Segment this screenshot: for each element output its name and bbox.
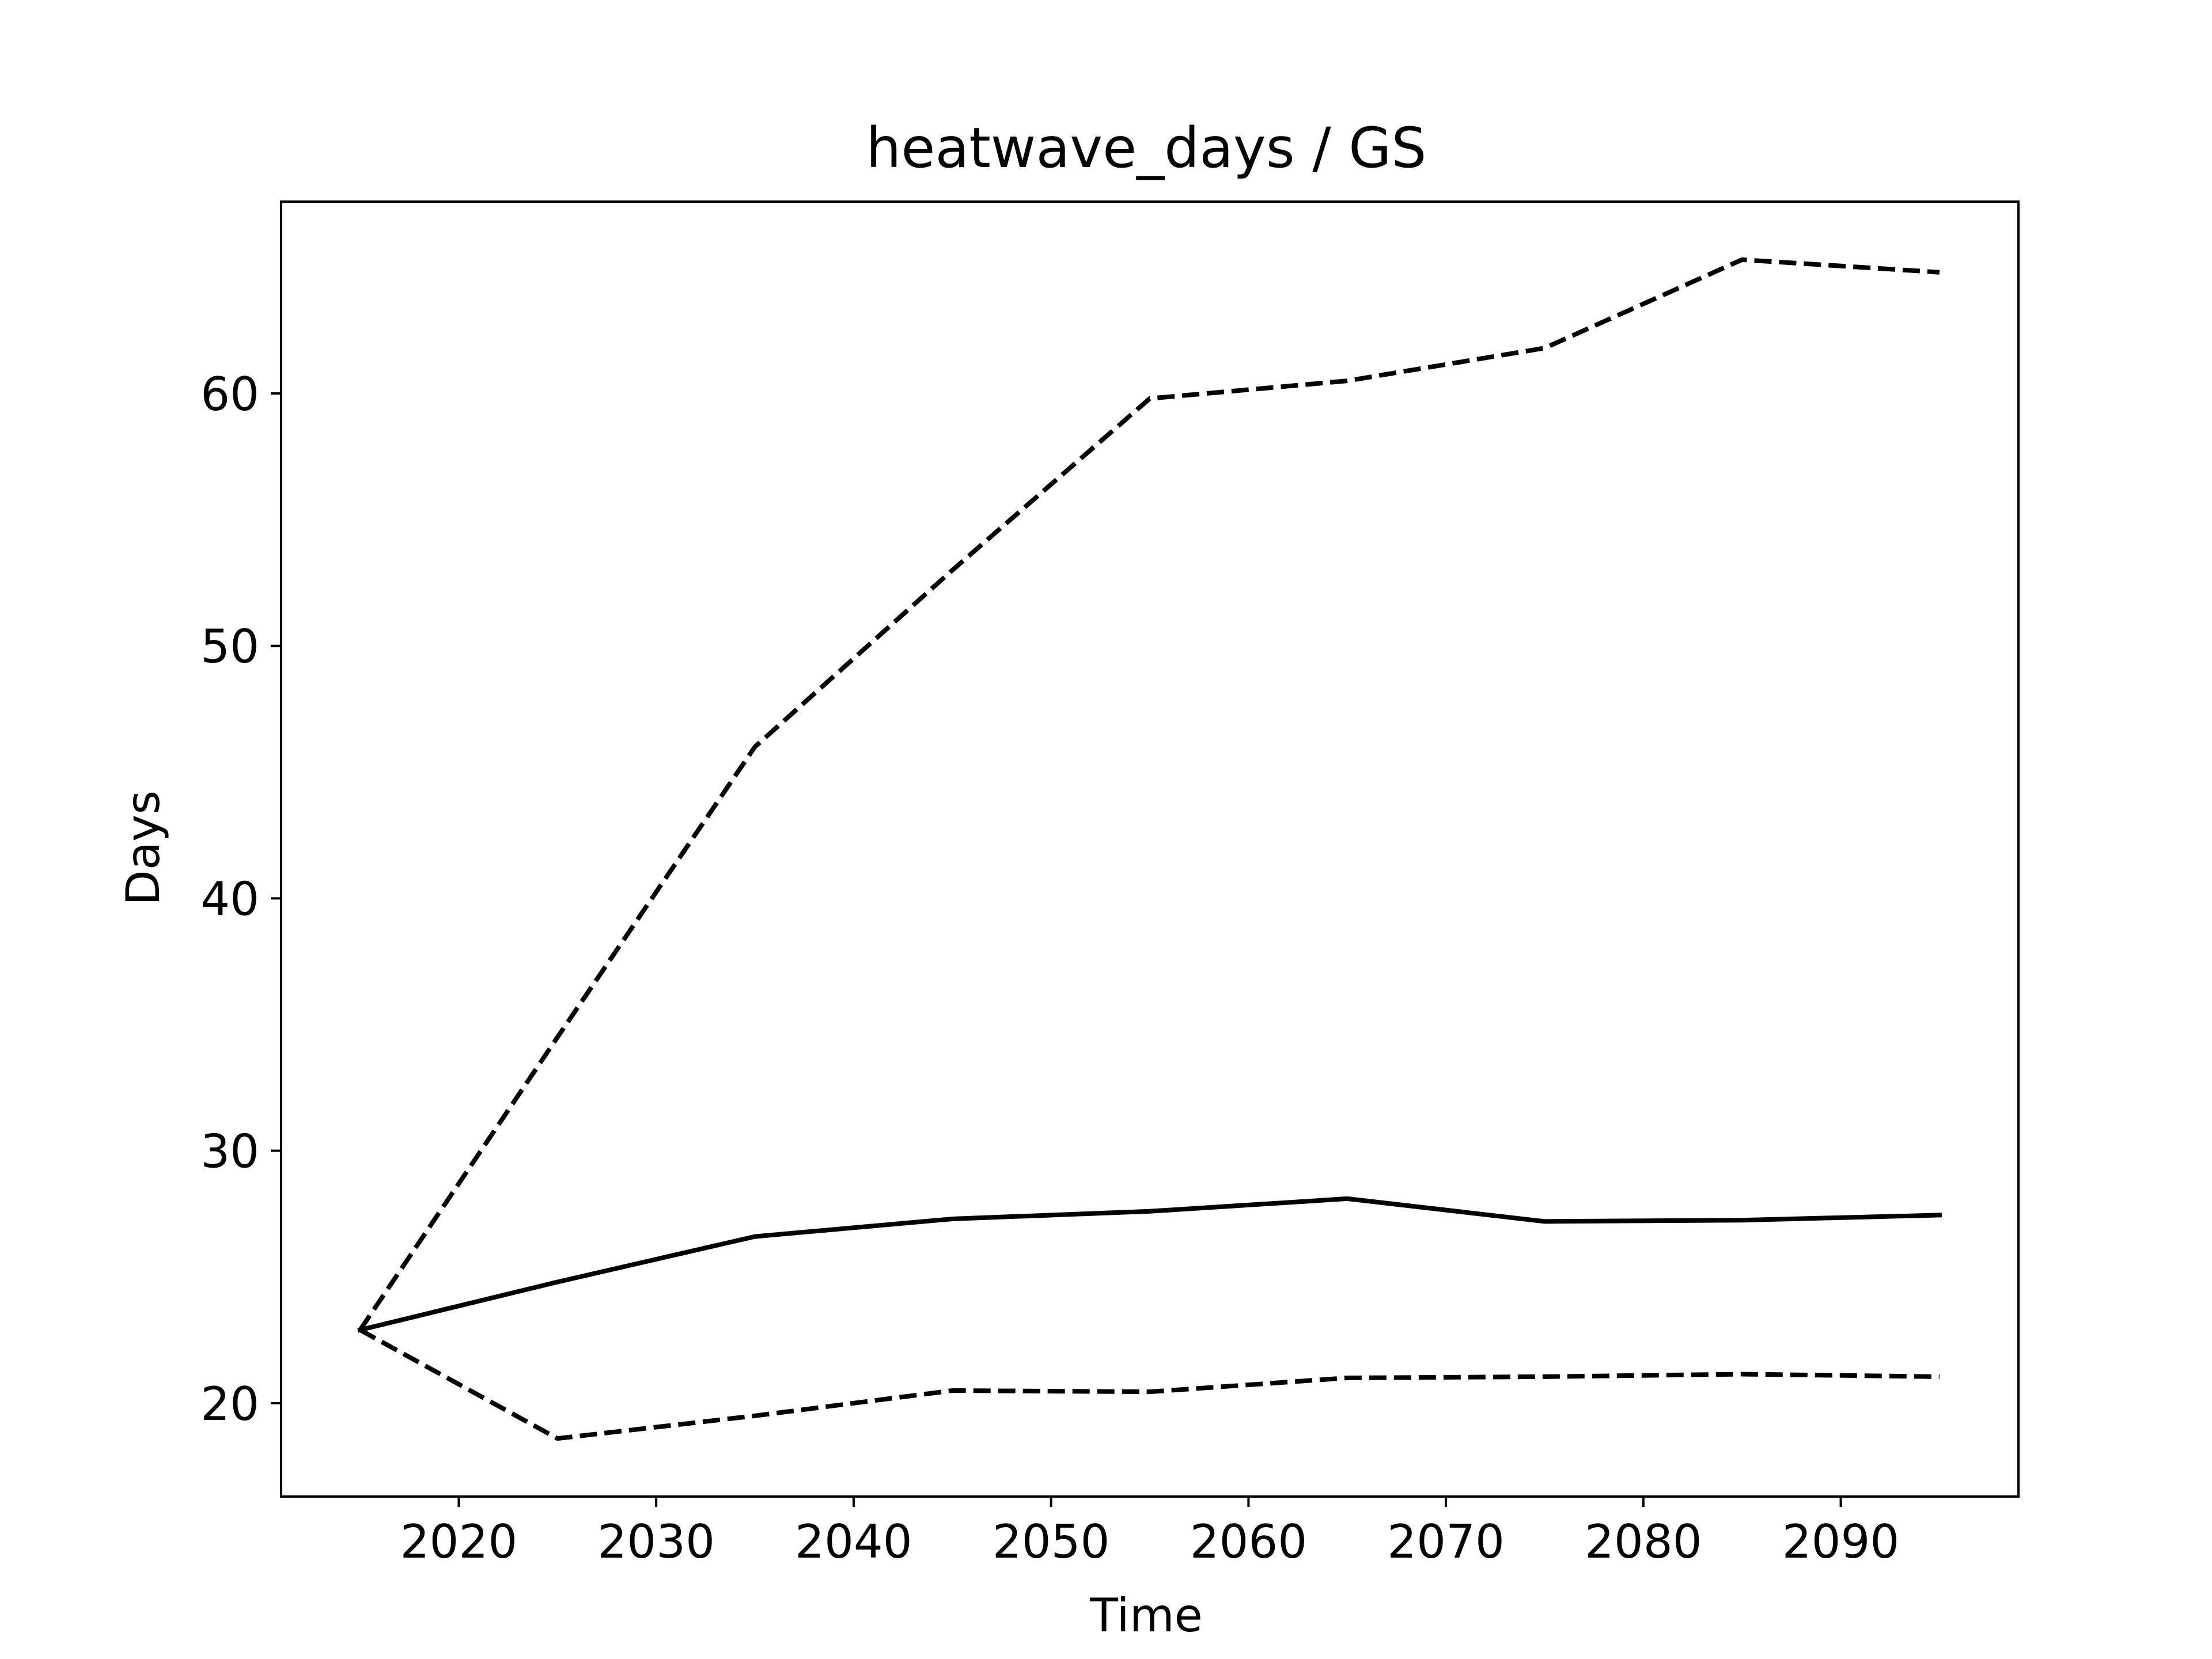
x-tick-label: 2030 bbox=[597, 1515, 715, 1569]
x-tick-label: 2060 bbox=[1190, 1515, 1308, 1569]
y-tick-label: 30 bbox=[200, 1125, 259, 1179]
x-tick-label: 2090 bbox=[1782, 1515, 1900, 1569]
y-tick-label: 20 bbox=[200, 1377, 259, 1431]
x-tick-label: 2020 bbox=[400, 1515, 518, 1569]
series-line-2 bbox=[358, 257, 1940, 1332]
x-tick-label: 2040 bbox=[795, 1515, 912, 1569]
x-axis-label: Time bbox=[1089, 1589, 1203, 1642]
y-tick-label: 50 bbox=[200, 620, 259, 673]
x-tick-label: 2080 bbox=[1585, 1515, 1702, 1569]
x-tick-label: 2050 bbox=[993, 1515, 1110, 1569]
plot-frame bbox=[280, 200, 2020, 1498]
series-line-1 bbox=[357, 1196, 1942, 1333]
y-tick-label: 60 bbox=[200, 368, 259, 421]
series-layer bbox=[357, 257, 1942, 1441]
y-axis-ticks: 20 30 40 50 60 bbox=[200, 368, 281, 1431]
chart-title: heatwave_days / GS bbox=[866, 116, 1427, 180]
x-tick-label: 2070 bbox=[1387, 1515, 1505, 1569]
plot-area bbox=[280, 200, 2020, 1498]
y-axis-label: Days bbox=[116, 790, 170, 906]
x-axis-ticks: 2020 2030 2040 2050 2060 2070 2080 2090 bbox=[400, 1497, 1900, 1569]
series-line-3 bbox=[359, 1328, 1940, 1441]
y-tick-label: 40 bbox=[200, 872, 259, 926]
